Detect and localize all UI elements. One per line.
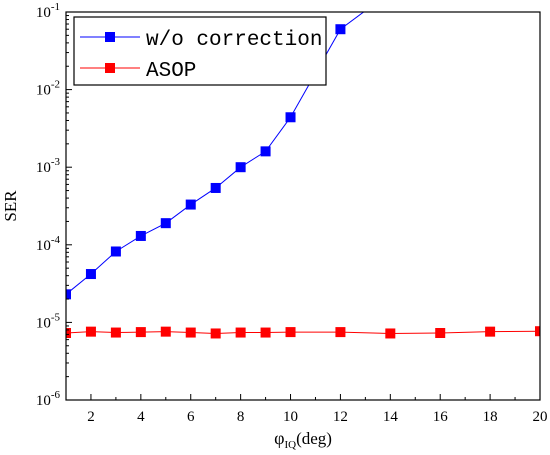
x-tick-label: 6	[187, 409, 195, 425]
x-tick-label: 4	[137, 409, 145, 425]
y-tick-label: 10-5	[36, 311, 61, 331]
data-point-asop	[185, 327, 196, 338]
data-point-w-o-correction	[285, 112, 296, 123]
data-point-w-o-correction	[135, 230, 146, 241]
ticks-layer: 2 4 6 8 10 12 14 16 18 20 10-6 10-5 10-4 10-3 10-2 10-1	[36, 1, 548, 425]
y-tick-label: 10-2	[36, 79, 60, 99]
x-tick-label: 10	[283, 409, 298, 425]
legend-box	[73, 16, 327, 86]
data-point-w-o-correction	[85, 269, 96, 280]
data-point-asop	[385, 328, 396, 339]
y-tick-label: 10-6	[36, 389, 61, 409]
legend-label-wo-correction: w/o correction	[146, 29, 322, 52]
legend-label-asop: ASOP	[146, 60, 196, 83]
legend-marker-wo-correction	[105, 32, 115, 42]
data-point-w-o-correction	[260, 146, 271, 157]
data-point-w-o-correction	[160, 218, 171, 229]
data-point-asop	[210, 328, 221, 339]
x-tick-label: 14	[383, 409, 399, 425]
x-tick-label: 8	[237, 409, 245, 425]
x-tick-label: 12	[333, 409, 348, 425]
data-point-w-o-correction	[66, 289, 71, 300]
y-tick-label: 10-4	[36, 234, 61, 254]
data-point-w-o-correction	[110, 246, 121, 257]
y-tick-label: 10-3	[36, 156, 61, 176]
data-point-asop	[66, 328, 71, 339]
legend-marker-asop	[105, 63, 115, 73]
data-point-asop	[260, 327, 271, 338]
x-axis-label: φIQ(deg)	[274, 428, 332, 451]
data-point-w-o-correction	[235, 162, 246, 173]
data-point-asop	[335, 327, 346, 338]
data-point-asop	[85, 326, 96, 337]
data-point-asop	[110, 327, 121, 338]
data-point-asop	[435, 328, 446, 339]
y-axis-label: SER	[1, 190, 20, 222]
data-point-asop	[235, 327, 246, 338]
x-tick-label: 2	[87, 409, 95, 425]
data-point-asop	[485, 326, 496, 337]
data-point-w-o-correction	[210, 182, 221, 193]
data-point-asop	[535, 326, 540, 337]
x-axis-label-symbol: φ	[274, 428, 284, 448]
data-point-asop	[135, 327, 146, 338]
x-tick-label: 20	[533, 409, 548, 425]
x-axis-label-unit: (deg)	[296, 429, 332, 448]
x-axis-label-subscript: IQ	[284, 439, 296, 451]
x-tick-label: 16	[433, 409, 449, 425]
x-tick-label: 18	[483, 409, 498, 425]
legend: w/o correction ASOP	[73, 16, 327, 86]
data-point-w-o-correction	[185, 199, 196, 210]
y-tick-label: 10-1	[36, 1, 60, 21]
data-point-w-o-correction	[335, 24, 346, 35]
data-point-asop	[160, 326, 171, 337]
plot-frame	[65, 11, 541, 401]
data-point-asop	[285, 327, 296, 338]
series-layer	[66, 12, 540, 339]
